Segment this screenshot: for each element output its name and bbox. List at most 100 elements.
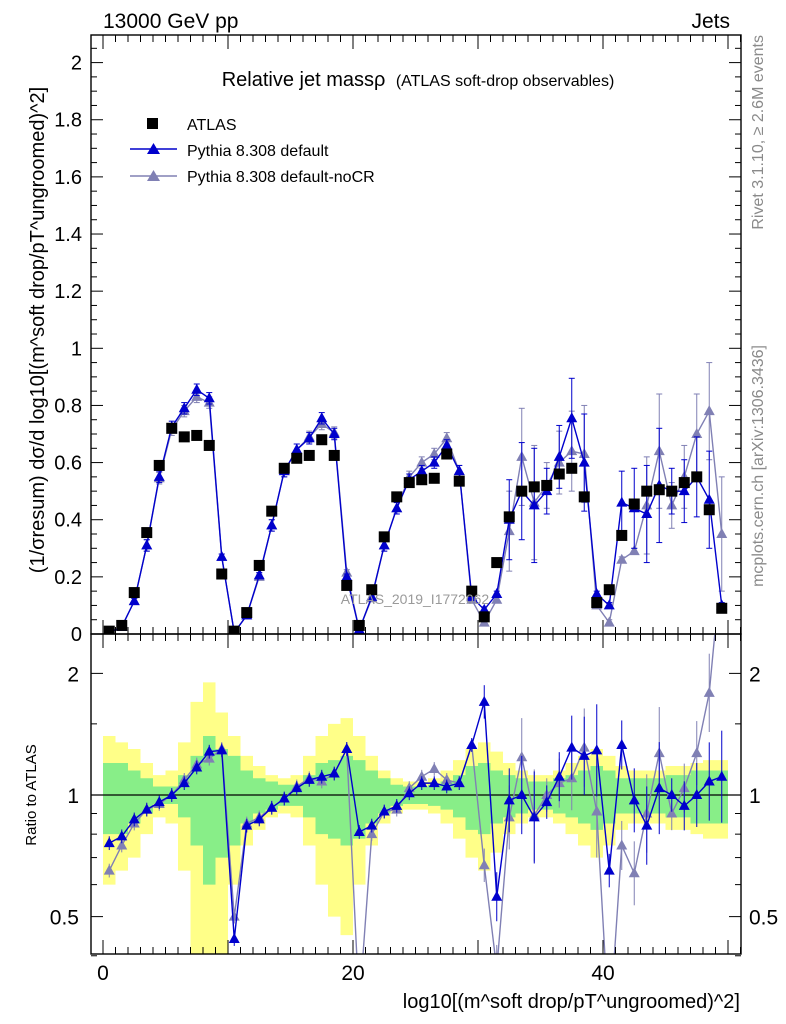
ratio-default-point	[428, 777, 440, 788]
series-default-point	[703, 493, 715, 504]
legend-atlas-marker	[147, 118, 158, 129]
series-default-point	[153, 470, 165, 481]
y-tick-label: 1	[71, 338, 82, 360]
series-atlas-point	[578, 491, 590, 503]
x-tick-label: 20	[341, 962, 364, 985]
series-default-point	[178, 402, 190, 413]
ratio-default-nocr-point	[416, 770, 428, 781]
series-atlas-point	[441, 448, 453, 460]
title-block: Relative jet massρ (ATLAS soft-drop obse…	[222, 69, 615, 91]
ratio-y-axis-label: Ratio to ATLAS	[23, 744, 40, 845]
ratio-default-point	[353, 825, 365, 836]
series-default-point	[491, 588, 503, 599]
series-default-nocr-point	[691, 428, 703, 439]
side-rivet: Rivet 3.1.10, ≥ 2.6M events	[750, 35, 767, 230]
ratio-default-point	[466, 738, 478, 749]
series-default-nocr-point	[616, 553, 628, 564]
chart-subtitle: (ATLAS soft-drop observables)	[396, 73, 614, 90]
y-tick-label: 0	[71, 624, 82, 646]
series-default-point	[591, 588, 603, 599]
ratio-default-point	[228, 933, 240, 944]
ratio-default-point	[678, 799, 690, 810]
series-default-point	[616, 496, 628, 507]
ratio-default-point	[528, 811, 540, 822]
ratio-default-point	[203, 745, 215, 756]
series-atlas-point	[141, 527, 153, 539]
series-default-point	[128, 595, 140, 606]
series-atlas-point	[153, 459, 165, 471]
series-default-point	[303, 432, 315, 443]
side-mcplots: mcplots.cern.ch [arXiv:1306.3436]	[750, 345, 767, 587]
series-default-nocr-point	[716, 528, 728, 539]
series-default-point	[191, 383, 203, 394]
y-tick-label: 1.6	[54, 167, 82, 189]
x-axis-label: log10[(m^soft drop/pT^ungroomed)^2]	[403, 991, 740, 1013]
ratio-default-point	[566, 741, 578, 752]
x-tick-label: 40	[591, 962, 614, 985]
series-default-nocr-point	[603, 616, 615, 627]
y-axis-label: (1/σresum) dσ/d log10[(m^soft drop/pT^un…	[27, 87, 49, 573]
series-default-point	[428, 456, 440, 467]
series-atlas-point	[641, 485, 653, 497]
ratio-default-point	[403, 787, 415, 798]
ratio-default-nocr-point	[116, 839, 128, 850]
ratio-default-nocr-point	[703, 686, 715, 697]
series-atlas-point	[716, 602, 728, 614]
legend-atlas-label: ATLAS	[187, 117, 237, 134]
y-tick-label: 1.8	[54, 110, 82, 132]
series-atlas-point	[191, 429, 203, 441]
series-atlas-point	[503, 511, 515, 523]
series-atlas-point	[328, 449, 340, 461]
ratio-default-nocr-point	[103, 864, 115, 875]
ratio-default-point	[328, 767, 340, 778]
series-atlas-point	[166, 422, 178, 434]
ratio-y-tick-label: 2	[67, 663, 79, 686]
ratio-default-point	[153, 796, 165, 807]
ratio-default-point	[316, 770, 328, 781]
series-default-point	[378, 539, 390, 550]
series-default-point	[553, 450, 565, 461]
series-default-point	[566, 412, 578, 423]
y-tick-label: 0.2	[54, 567, 82, 589]
series-atlas-point	[353, 619, 365, 631]
series-default-point	[478, 603, 490, 614]
series-atlas-point	[241, 607, 253, 619]
series-atlas-point	[391, 491, 403, 503]
series-atlas-point	[103, 625, 115, 634]
ratio-default-point	[178, 777, 190, 788]
series-atlas-point	[228, 625, 240, 634]
legend: ATLAS Pythia 8.308 default Pythia 8.308 …	[130, 117, 375, 186]
watermark: ATLAS_2019_I1772062	[341, 591, 490, 607]
ratio-default-point	[166, 789, 178, 799]
series-default-point	[578, 456, 590, 467]
series-default-point	[416, 465, 428, 476]
series-default-point	[316, 412, 328, 423]
ratio-default-point	[366, 819, 378, 830]
series-default-point	[391, 502, 403, 513]
ratio-default-nocr-point	[666, 807, 678, 818]
ratio-default-point	[441, 780, 453, 791]
series-default-point	[216, 550, 228, 561]
ratio-default-point	[266, 801, 278, 812]
ratio-default-point	[378, 805, 390, 816]
series-atlas-point	[628, 498, 640, 510]
series-default-nocr-point	[491, 593, 503, 604]
ratio-default-point	[716, 770, 728, 781]
ratio-default-point	[603, 864, 615, 875]
series-atlas-point	[291, 452, 303, 464]
ratio-plot-marks	[91, 634, 741, 954]
series-atlas-point	[703, 504, 715, 516]
series-atlas-point	[403, 477, 415, 489]
ratio-default-point	[103, 837, 115, 848]
ratio-default-point	[453, 777, 465, 788]
series-default-point	[341, 570, 353, 581]
ratio-default-point	[653, 782, 665, 793]
legend-default-marker	[147, 143, 160, 154]
ratio-default-point	[578, 749, 590, 760]
series-atlas-point	[316, 434, 328, 446]
ratio-default-point	[591, 744, 603, 755]
header-right: Jets	[691, 10, 730, 33]
ratio-default-point	[641, 819, 653, 830]
ratio-default-point	[691, 789, 703, 799]
